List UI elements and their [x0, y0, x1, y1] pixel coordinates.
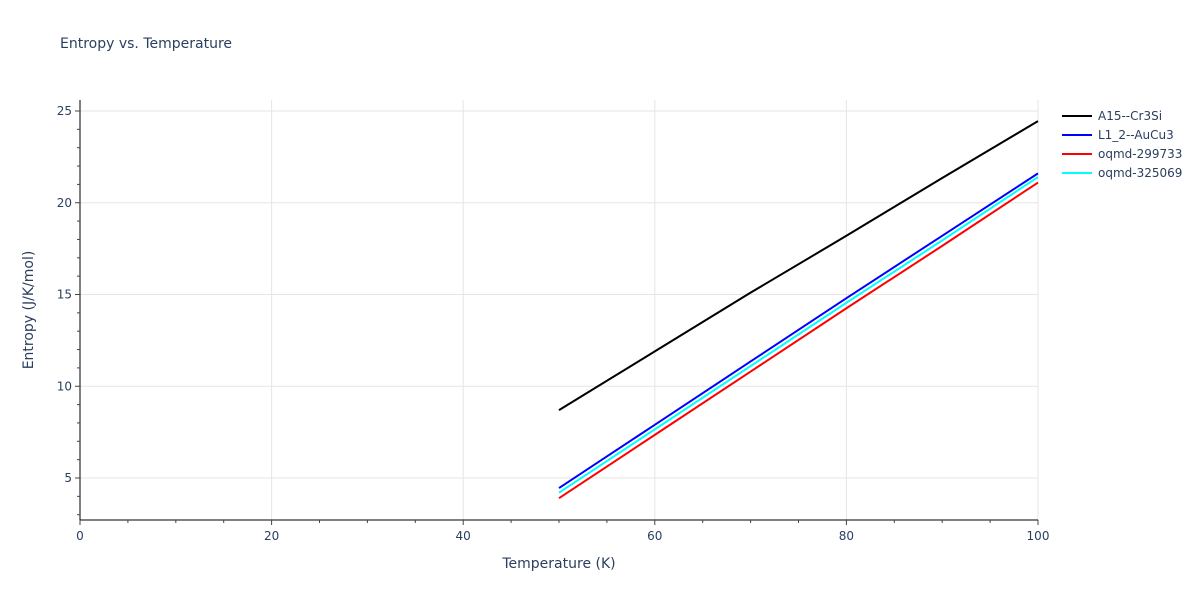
legend-item[interactable]: oqmd-299733: [1062, 144, 1182, 163]
legend-label: oqmd-325069: [1098, 165, 1183, 180]
series-line-oqmd-299733[interactable]: [558, 181, 1039, 500]
legend-label: A15--Cr3Si: [1098, 108, 1163, 123]
series-line-oqmd-325069[interactable]: [558, 176, 1039, 494]
y-tick-label: 5: [64, 471, 72, 485]
chart-legend: A15--Cr3Si L1_2--AuCu3 oqmd-299733 oqmd-325…: [1062, 106, 1182, 182]
legend-item[interactable]: oqmd-325069: [1062, 163, 1182, 182]
y-tick-label: 25: [57, 104, 72, 118]
x-tick-label: 40: [456, 529, 471, 543]
y-axis-title: Entropy (J/K/mol): [21, 251, 37, 370]
legend-item[interactable]: L1_2--AuCu3: [1062, 125, 1182, 144]
legend-swatch-icon: [1062, 152, 1092, 155]
x-tick-label: 80: [839, 529, 854, 543]
legend-swatch-icon: [1062, 114, 1092, 117]
chart-title: Entropy vs. Temperature: [60, 36, 233, 52]
legend-swatch-icon: [1062, 133, 1092, 136]
legend-swatch-icon: [1062, 171, 1092, 174]
series-line-L1_2--AuCu3[interactable]: [558, 172, 1039, 489]
x-axis-title: Temperature (K): [501, 556, 615, 572]
y-tick-label: 20: [57, 196, 72, 210]
y-tick-label: 10: [57, 379, 72, 393]
series-line-A15--Cr3Si[interactable]: [558, 120, 1039, 411]
x-tick-label: 100: [1027, 529, 1050, 543]
legend-label: L1_2--AuCu3: [1098, 127, 1174, 142]
legend-label: oqmd-299733: [1098, 146, 1183, 161]
x-tick-label: 20: [264, 529, 279, 543]
legend-item[interactable]: A15--Cr3Si: [1062, 106, 1182, 125]
x-tick-label: 0: [76, 529, 84, 543]
y-tick-label: 15: [57, 288, 72, 302]
x-tick-label: 60: [647, 529, 662, 543]
